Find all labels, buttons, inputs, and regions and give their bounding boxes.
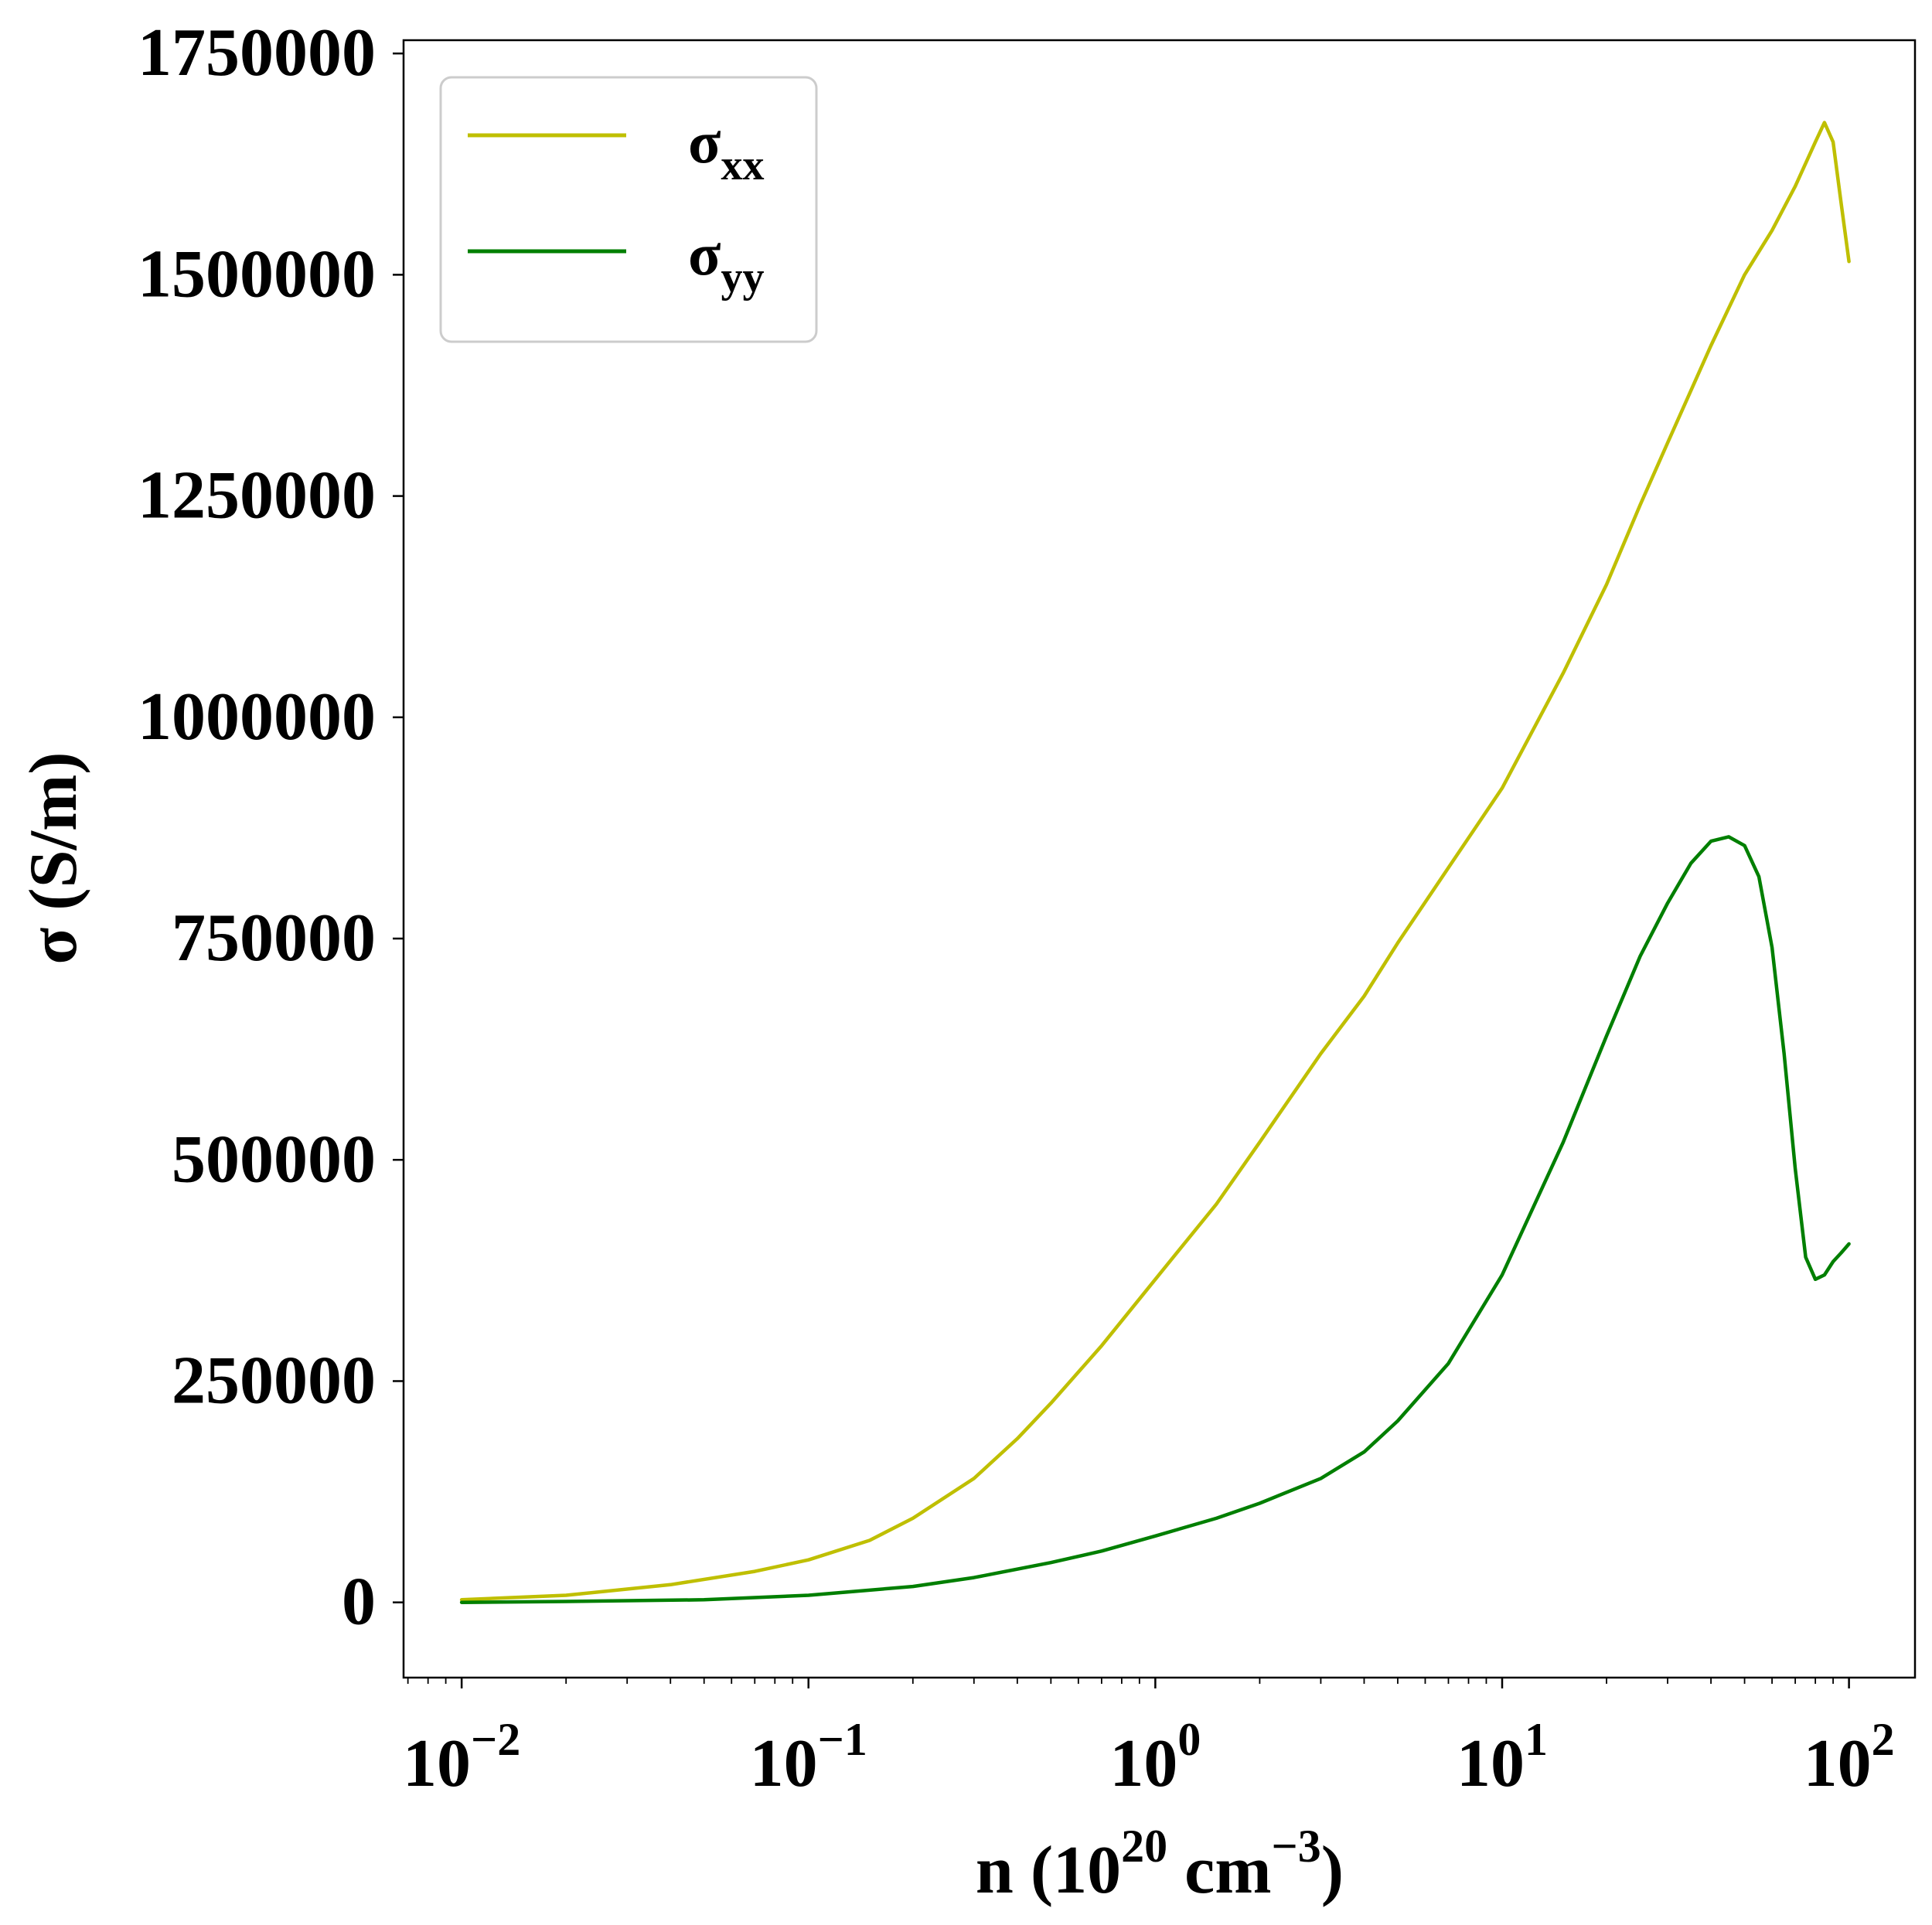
- x-tick-label: 101: [1457, 1714, 1548, 1801]
- y-tick-label: 1250000: [138, 458, 376, 533]
- y-tick-label: 1000000: [138, 680, 376, 755]
- y-tick-label: 1500000: [138, 237, 376, 312]
- x-axis-label: n (1020 cm−3): [976, 1821, 1344, 1908]
- y-tick-label: 250000: [172, 1343, 376, 1418]
- legend-frame: [439, 76, 818, 343]
- legend-label-sigma-yy: σyy: [688, 220, 764, 302]
- x-tick-label: 10−1: [750, 1714, 867, 1801]
- y-axis-label: σ (S/m): [16, 751, 91, 964]
- x-axis: 10−2 10−1 100 101 102: [403, 1678, 1895, 1801]
- legend: σxx σyy: [439, 76, 818, 343]
- y-tick-label: 1750000: [138, 15, 376, 90]
- y-axis: 0 250000 500000 750000 1000000 1250000 1500000…: [138, 15, 404, 1640]
- series-lines: [459, 121, 1851, 1604]
- x-tick-label: 100: [1109, 1714, 1201, 1801]
- series-line-sigma-yy: [459, 835, 1851, 1604]
- y-tick-label: 500000: [172, 1122, 376, 1197]
- x-tick-label: 10−2: [403, 1714, 520, 1801]
- y-tick-label: 0: [342, 1565, 376, 1640]
- y-tick-label: 750000: [172, 901, 376, 976]
- x-tick-label: 102: [1804, 1714, 1895, 1801]
- legend-label-sigma-xx: σxx: [688, 108, 764, 189]
- series-line-sigma-xx: [459, 121, 1851, 1602]
